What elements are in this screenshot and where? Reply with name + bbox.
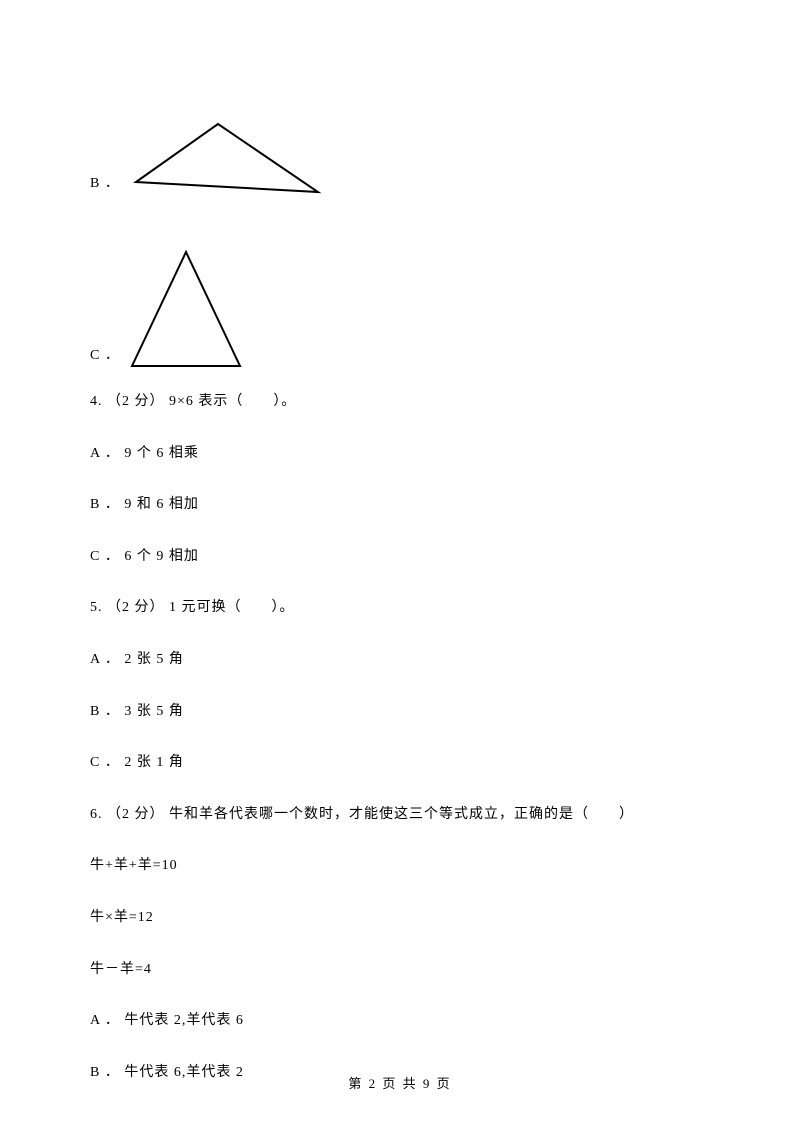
q4-option-c: C ． 6 个 9 相加 — [90, 547, 710, 567]
q4-option-b: B ． 9 和 6 相加 — [90, 495, 710, 515]
q6-eq3: 牛－羊=4 — [90, 960, 710, 980]
q6-eq2: 牛×羊=12 — [90, 908, 710, 928]
q6-option-a: A ． 牛代表 2,羊代表 6 — [90, 1011, 710, 1031]
option-c-label: C ． — [90, 344, 120, 364]
q5-option-c: C ． 2 张 1 角 — [90, 753, 710, 773]
option-b-row: B ． — [90, 120, 710, 198]
q6-stem: 6. （2 分） 牛和羊各代表哪一个数时，才能使这三个等式成立，正确的是（ ） — [90, 805, 710, 825]
q5-option-b: B ． 3 张 5 角 — [90, 702, 710, 722]
option-c-row: C ． — [90, 248, 710, 370]
triangle-c-icon — [124, 248, 254, 370]
q5-option-a: A ． 2 张 5 角 — [90, 650, 710, 670]
option-b-label: B ． — [90, 172, 120, 192]
q5-stem: 5. （2 分） 1 元可换（ ）。 — [90, 598, 710, 618]
q4-option-a: A ． 9 个 6 相乘 — [90, 444, 710, 464]
q4-stem: 4. （2 分） 9×6 表示（ ）。 — [90, 392, 710, 412]
page: B ． C ． 4. （2 分） 9×6 表示（ ）。 A ． 9 个 6 相乘… — [0, 0, 800, 1132]
q6-eq1: 牛+羊+羊=10 — [90, 856, 710, 876]
triangle-b-icon — [124, 120, 324, 198]
page-footer: 第 2 页 共 9 页 — [0, 1073, 800, 1092]
